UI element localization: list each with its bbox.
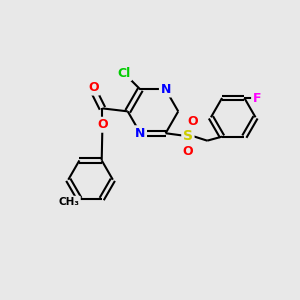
Text: S: S <box>183 129 193 143</box>
Text: O: O <box>97 118 108 131</box>
Text: N: N <box>135 127 146 140</box>
Text: O: O <box>187 115 198 128</box>
Text: O: O <box>88 81 99 94</box>
Text: N: N <box>160 83 171 96</box>
Text: CH₃: CH₃ <box>58 197 80 207</box>
Text: Cl: Cl <box>117 67 130 80</box>
Text: O: O <box>183 145 193 158</box>
Text: F: F <box>253 92 261 104</box>
